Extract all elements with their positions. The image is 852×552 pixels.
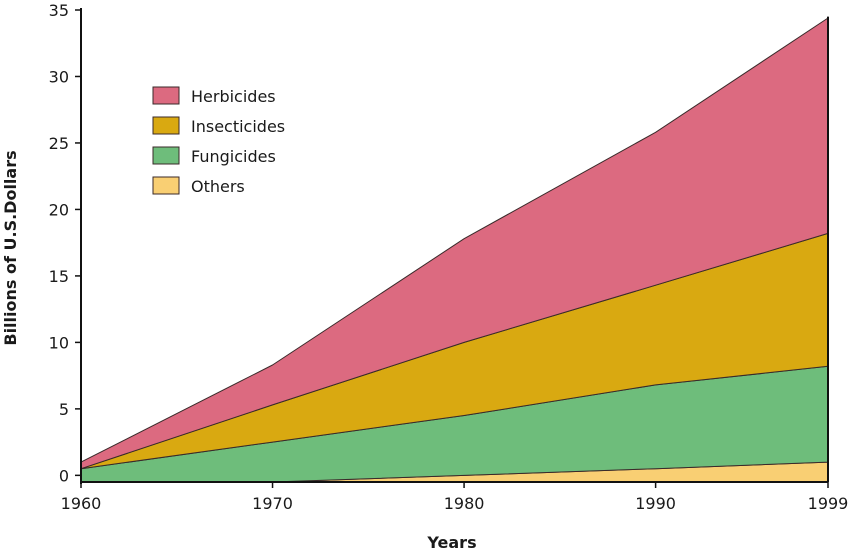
y-tick-label: 0 xyxy=(59,466,69,485)
x-axis-title: Years xyxy=(426,533,476,552)
y-tick-label: 10 xyxy=(49,333,69,352)
x-tick-label: 1960 xyxy=(61,494,102,513)
y-tick-label: 20 xyxy=(49,200,69,219)
x-tick-label: 1980 xyxy=(444,494,485,513)
y-tick-label: 15 xyxy=(49,267,69,286)
legend-swatch-fungicides xyxy=(152,146,180,165)
legend-label-others: Others xyxy=(191,177,245,196)
legend-label-fungicides: Fungicides xyxy=(191,147,276,166)
y-tick-label: 25 xyxy=(49,134,69,153)
legend-label-herbicides: Herbicides xyxy=(191,87,276,106)
y-axis-title: Billions of U.S.Dollars xyxy=(1,150,20,345)
legend-swatch-insecticides xyxy=(152,116,180,135)
x-tick-label: 1970 xyxy=(252,494,293,513)
y-tick-label: 30 xyxy=(49,67,69,86)
x-tick-label: 1999 xyxy=(808,494,849,513)
y-tick-label: 5 xyxy=(59,400,69,419)
legend-swatch-herbicides xyxy=(152,86,180,105)
legend-swatch-others xyxy=(152,176,180,195)
y-tick-label: 35 xyxy=(49,1,69,20)
legend: Herbicides Insecticides Fungicides Others xyxy=(152,86,285,196)
x-tick-label: 1990 xyxy=(635,494,676,513)
y-axis-ticks: 0 5 10 15 20 25 30 35 xyxy=(49,1,81,485)
axes xyxy=(80,8,829,484)
x-axis-ticks: 1960 1970 1980 1990 1999 xyxy=(61,482,849,513)
legend-label-insecticides: Insecticides xyxy=(191,117,285,136)
